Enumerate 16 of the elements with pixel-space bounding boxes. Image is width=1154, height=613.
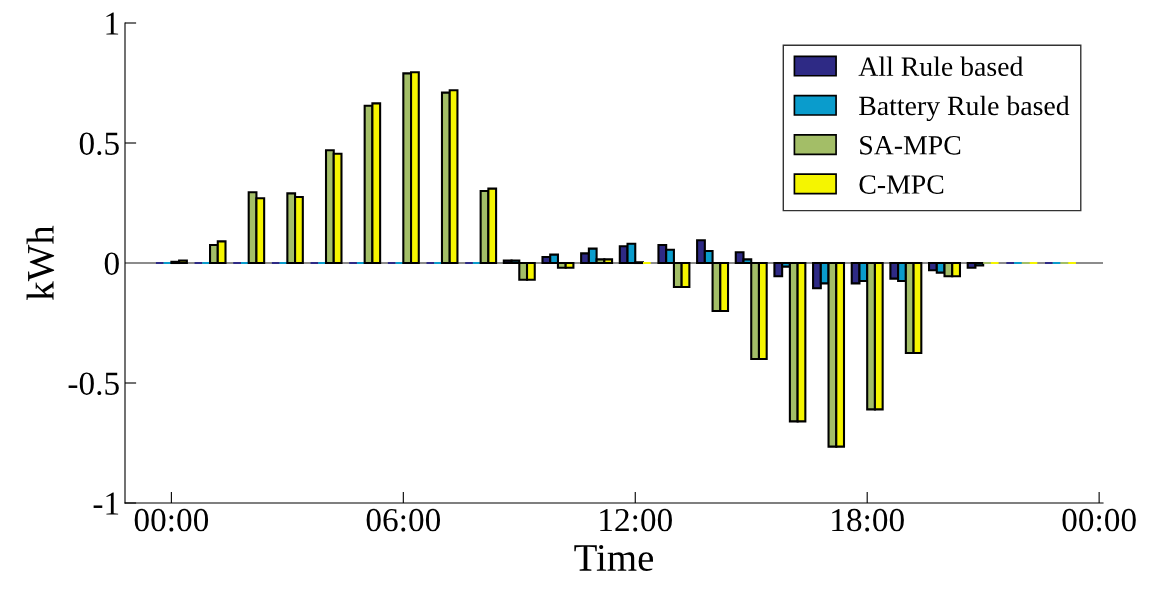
y-tick-label: 0.5 <box>79 132 119 156</box>
x-axis-title: Time <box>574 544 654 572</box>
y-tick-label: -0.5 <box>68 372 119 396</box>
x-tick-label: 12:00 <box>600 508 672 532</box>
x-tick-label: 06:00 <box>366 508 441 532</box>
legend-label: SA-MPC <box>860 135 961 155</box>
y-tick-label: -1 <box>93 492 119 515</box>
legend-label: Battery Rule based <box>859 95 1070 122</box>
x-tick-label: 00:00 <box>1062 508 1136 532</box>
legend-label: C-MPC <box>859 175 944 194</box>
x-tick-label: 18:00 <box>832 508 904 532</box>
x-tick-label: 00:00 <box>134 508 209 532</box>
y-tick-label: 0 <box>104 252 119 275</box>
y-axis-title: kWh <box>26 225 55 301</box>
legend-label: All Rule based <box>858 56 1024 77</box>
y-tick-label: 1 <box>106 12 119 35</box>
